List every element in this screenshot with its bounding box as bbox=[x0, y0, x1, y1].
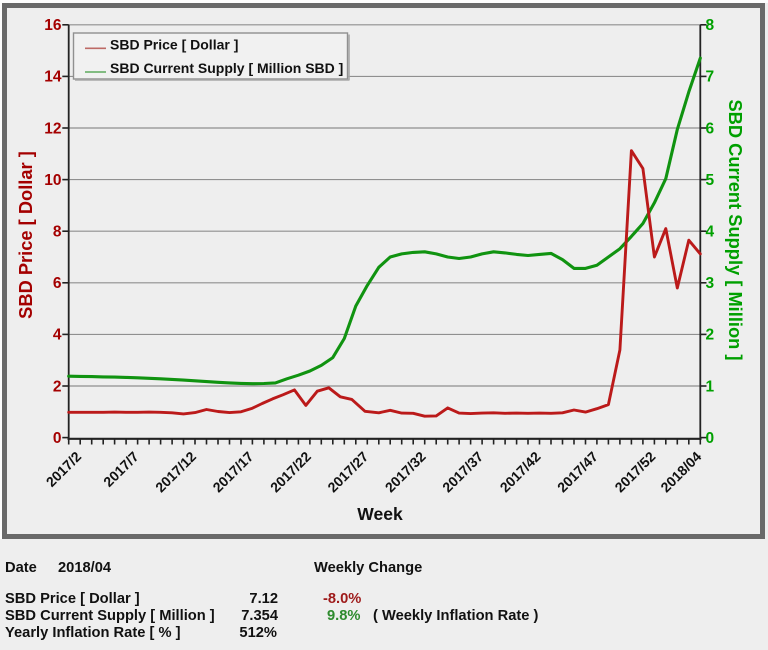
svg-text:-8.0%: -8.0% bbox=[323, 591, 361, 607]
svg-text:0: 0 bbox=[706, 430, 715, 447]
svg-text:8: 8 bbox=[53, 224, 62, 241]
svg-text:SBD Price [ Dollar ]: SBD Price [ Dollar ] bbox=[15, 151, 36, 319]
svg-text:4: 4 bbox=[706, 224, 715, 241]
svg-text:4: 4 bbox=[53, 327, 62, 344]
svg-text:512%: 512% bbox=[239, 625, 277, 641]
svg-text:Weekly Change: Weekly Change bbox=[314, 560, 422, 576]
svg-text:SBD Price [ Dollar ]: SBD Price [ Dollar ] bbox=[5, 591, 140, 607]
svg-text:0: 0 bbox=[53, 430, 62, 447]
svg-text:16: 16 bbox=[44, 17, 62, 34]
svg-text:2017/37: 2017/37 bbox=[439, 448, 486, 495]
svg-text:6: 6 bbox=[706, 120, 715, 137]
svg-text:Yearly Inflation Rate [ % ]: Yearly Inflation Rate [ % ] bbox=[5, 625, 181, 641]
svg-text:Week: Week bbox=[357, 504, 403, 524]
svg-text:2: 2 bbox=[53, 378, 62, 395]
svg-text:6: 6 bbox=[53, 275, 62, 292]
svg-text:7.354: 7.354 bbox=[241, 608, 279, 624]
svg-text:9.8%: 9.8% bbox=[327, 608, 360, 624]
svg-text:2017/7: 2017/7 bbox=[100, 448, 142, 490]
svg-text:2017/22: 2017/22 bbox=[267, 448, 314, 495]
svg-text:Date: Date bbox=[5, 560, 37, 576]
svg-text:2018/04: 2018/04 bbox=[58, 560, 112, 576]
svg-text:14: 14 bbox=[44, 69, 62, 86]
svg-text:SBD Current Supply [ Million S: SBD Current Supply [ Million SBD ] bbox=[110, 60, 343, 76]
svg-text:8: 8 bbox=[706, 17, 715, 34]
svg-text:2018/04: 2018/04 bbox=[657, 448, 704, 495]
svg-text:2017/17: 2017/17 bbox=[209, 448, 256, 495]
svg-text:3: 3 bbox=[706, 275, 715, 292]
svg-text:2017/52: 2017/52 bbox=[611, 448, 658, 495]
svg-text:SBD Current Supply [ Million ]: SBD Current Supply [ Million ] bbox=[5, 608, 215, 624]
svg-text:2017/32: 2017/32 bbox=[382, 448, 429, 495]
svg-text:7: 7 bbox=[706, 69, 715, 86]
svg-text:SBD Price [ Dollar ]: SBD Price [ Dollar ] bbox=[110, 37, 238, 53]
svg-text:2017/27: 2017/27 bbox=[324, 448, 371, 495]
svg-text:2017/42: 2017/42 bbox=[497, 448, 544, 495]
svg-text:2017/12: 2017/12 bbox=[152, 448, 199, 495]
svg-text:1: 1 bbox=[706, 378, 715, 395]
svg-text:2017/47: 2017/47 bbox=[554, 448, 601, 495]
svg-text:12: 12 bbox=[44, 120, 61, 137]
svg-text:SBD Current Supply [ Million ]: SBD Current Supply [ Million ] bbox=[725, 99, 746, 360]
svg-text:( Weekly Inflation Rate ): ( Weekly Inflation Rate ) bbox=[373, 608, 539, 624]
svg-text:10: 10 bbox=[44, 172, 61, 189]
svg-text:7.12: 7.12 bbox=[249, 591, 278, 607]
svg-text:2: 2 bbox=[706, 327, 715, 344]
svg-text:2017/2: 2017/2 bbox=[43, 448, 85, 490]
svg-text:5: 5 bbox=[706, 172, 715, 189]
